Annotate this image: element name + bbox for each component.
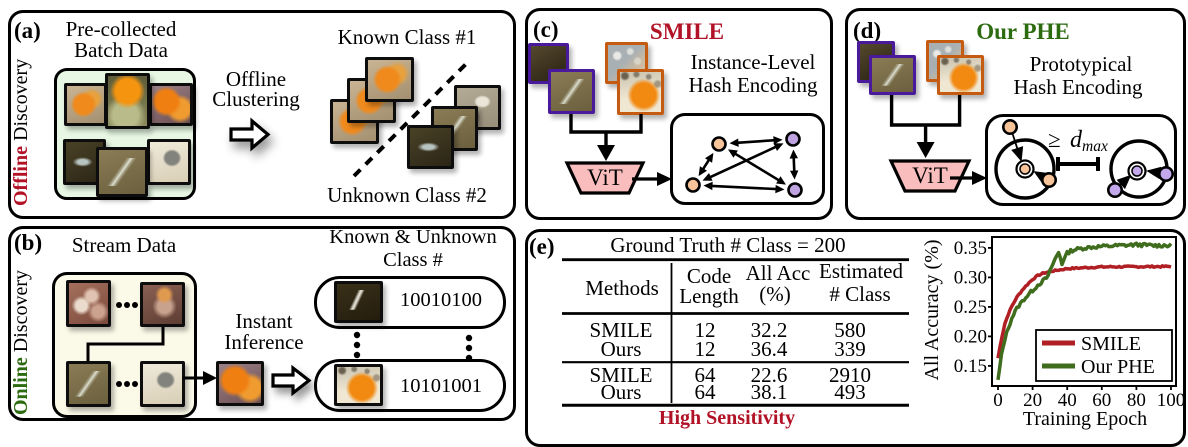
svg-text:0.15: 0.15	[954, 356, 987, 377]
svg-text:ViT: ViT	[587, 165, 623, 190]
svg-text:80: 80	[1127, 390, 1146, 411]
svg-text:SMILE: SMILE	[1081, 333, 1141, 355]
svg-text:Our PHE: Our PHE	[1081, 356, 1155, 378]
svg-text:ViT: ViT	[912, 163, 948, 188]
svg-text:0: 0	[993, 390, 1003, 411]
svg-text:60: 60	[1092, 390, 1111, 411]
svg-text:0.30: 0.30	[954, 268, 987, 289]
svg-text:0.25: 0.25	[954, 297, 987, 318]
svg-text:max: max	[1082, 138, 1108, 155]
svg-text:d: d	[1070, 127, 1083, 153]
svg-text:All Accuracy (%): All Accuracy (%)	[921, 239, 943, 380]
svg-text:Training Epoch: Training Epoch	[1023, 408, 1147, 430]
svg-text:20: 20	[1023, 390, 1042, 411]
svg-text:≥: ≥	[1048, 127, 1061, 152]
svg-text:100: 100	[1157, 390, 1186, 411]
svg-text:40: 40	[1058, 390, 1077, 411]
svg-text:0.20: 0.20	[954, 327, 987, 348]
svg-text:0.35: 0.35	[954, 238, 987, 259]
